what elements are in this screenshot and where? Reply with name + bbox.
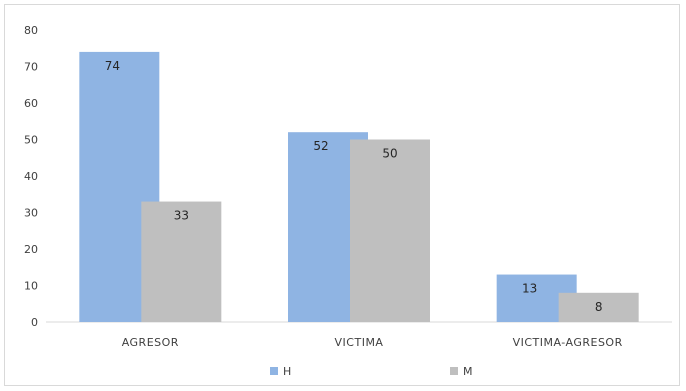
data-label-m-victima-agresor: 8: [595, 300, 603, 314]
bar-m-victima: [350, 139, 430, 322]
x-category-label: AGRESOR: [122, 336, 179, 349]
y-tick-label: 80: [24, 24, 38, 37]
x-category-label: VICTIMA: [335, 336, 384, 349]
legend-swatch-h: [270, 367, 278, 375]
y-tick-label: 0: [31, 316, 38, 329]
data-label-m-agresor: 33: [174, 209, 189, 223]
bar-m-agresor: [141, 201, 222, 322]
y-tick-label: 20: [24, 243, 38, 256]
y-tick-label: 60: [24, 97, 38, 110]
data-label-h-victima: 52: [313, 139, 328, 153]
data-label-h-agresor: 74: [105, 59, 120, 73]
y-tick-label: 50: [24, 134, 38, 147]
y-tick-label: 70: [24, 61, 38, 74]
data-label-m-victima: 50: [382, 147, 397, 161]
legend-label-m: M: [463, 365, 473, 378]
y-tick-label: 10: [24, 280, 38, 293]
y-tick-label: 30: [24, 207, 38, 220]
legend-swatch-m: [450, 367, 458, 375]
x-category-label: VICTIMA-AGRESOR: [513, 336, 623, 349]
chart-bars: [79, 51, 639, 323]
chart-data-labels: 74 33 52 50 13 8: [105, 59, 603, 314]
legend-label-h: H: [283, 365, 291, 378]
data-label-h-victima-agresor: 13: [522, 282, 537, 296]
y-tick-label: 40: [24, 170, 38, 183]
bar-m-victima-agresor: [558, 292, 639, 322]
